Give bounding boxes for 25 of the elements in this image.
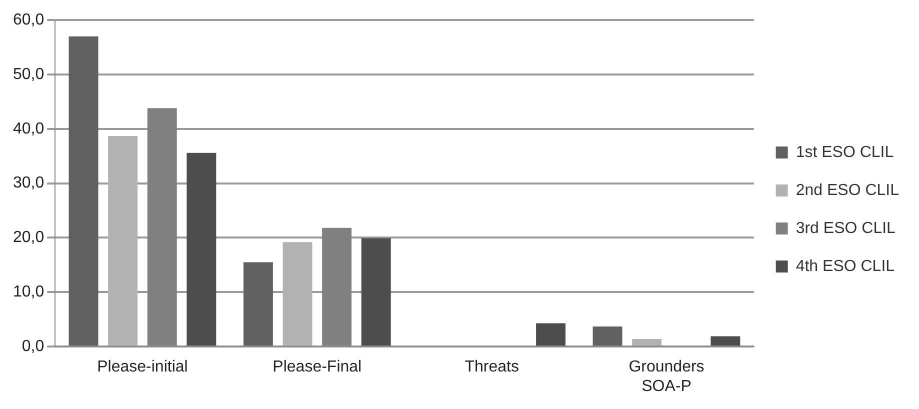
bar xyxy=(710,336,740,346)
y-tick-label: 20,0 xyxy=(13,229,44,246)
bar xyxy=(186,152,216,346)
y-tick-label: 50,0 xyxy=(13,66,44,83)
legend-label: 4th ESO CLIL xyxy=(796,258,895,275)
x-tick-label: Threats xyxy=(464,358,519,376)
y-tick-label: 30,0 xyxy=(13,174,44,192)
bar xyxy=(108,136,138,346)
y-tick-label: 0,0 xyxy=(22,338,44,356)
bar xyxy=(243,262,273,346)
legend-label: 3rd ESO CLIL xyxy=(796,220,896,237)
bar xyxy=(361,238,391,346)
legend-label: 1st ESO CLIL xyxy=(796,144,894,161)
bar xyxy=(282,242,312,346)
bar xyxy=(536,323,566,346)
x-tick-label: Please-Final xyxy=(272,358,362,376)
bar xyxy=(592,326,622,346)
bar xyxy=(632,338,662,346)
legend-label: 2nd ESO CLIL xyxy=(796,182,900,199)
bar xyxy=(68,36,98,346)
y-tick-label: 60,0 xyxy=(13,11,44,28)
y-tick-label: 10,0 xyxy=(13,284,44,301)
x-tick-label: Please-initial xyxy=(97,358,188,376)
y-tick-label: 40,0 xyxy=(13,120,44,138)
x-tick-label: Grounders SOA-P xyxy=(628,358,704,395)
